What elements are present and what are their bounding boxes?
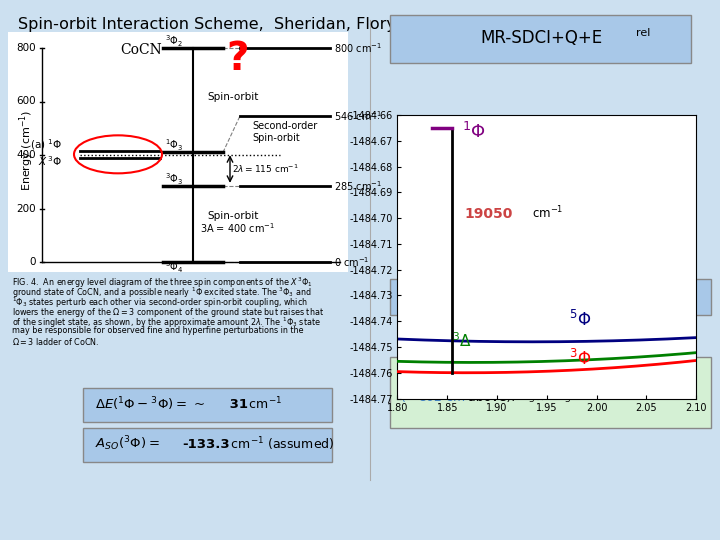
FancyBboxPatch shape (390, 357, 711, 428)
Text: $^3\Delta$: $^3\Delta$ (566, 369, 582, 386)
Text: above).: above). (464, 390, 516, 403)
Text: may be responsible for observed fine and hyperfine perturbations in the: may be responsible for observed fine and… (12, 326, 304, 335)
Text: ( ~: ( ~ (401, 390, 424, 403)
Text: Spin-orbit Interaction Scheme,  Sheridan, Flory, and Ziurys (2004): Spin-orbit Interaction Scheme, Sheridan,… (18, 17, 550, 32)
Text: $2\lambda = 115$ cm$^{-1}$: $2\lambda = 115$ cm$^{-1}$ (232, 163, 299, 176)
Text: $A_{SO}$: $A_{SO}$ (400, 288, 426, 304)
Text: 400: 400 (17, 150, 36, 160)
Text: 800 cm$^{-1}$: 800 cm$^{-1}$ (334, 41, 382, 55)
Text: of the singlet state, as shown, by the approximate amount $2\lambda$. The $^1\Ph: of the singlet state, as shown, by the a… (12, 316, 321, 330)
Text: -133.3: -133.3 (182, 437, 230, 450)
Text: cf.: cf. (502, 289, 518, 303)
FancyBboxPatch shape (83, 428, 332, 462)
Text: The perturber: The perturber (401, 370, 492, 383)
Text: $^3\Phi_2$: $^3\Phi_2$ (165, 33, 183, 49)
Text: could be the: could be the (494, 370, 576, 383)
Text: $A_{SO}(^3\Phi) = $: $A_{SO}(^3\Phi) = $ (95, 435, 160, 454)
Text: $^3\Phi_4$: $^3\Phi_4$ (165, 259, 184, 275)
Text: 546 cm$^{-1}$: 546 cm$^{-1}$ (334, 109, 382, 123)
Text: CoCN: CoCN (120, 43, 162, 57)
Text: ground state of CoCN, and a possible nearly $^1\Phi$ excited state. The $^3\Phi_: ground state of CoCN, and a possible nea… (12, 286, 312, 300)
Text: $X\,^3\Phi$: $X\,^3\Phi$ (38, 154, 62, 168)
Text: cm$^{-1}$: cm$^{-1}$ (532, 205, 563, 221)
Text: $^3\Phi_3$: $^3\Phi_3$ (505, 388, 536, 406)
FancyBboxPatch shape (390, 15, 691, 63)
Text: ?: ? (227, 40, 249, 78)
Text: $\leftrightarrow$: $\leftrightarrow$ (532, 390, 546, 403)
Text: 600: 600 (17, 97, 36, 106)
Text: 802 cm$^{-1}$: 802 cm$^{-1}$ (418, 389, 479, 406)
Text: Energy (cm$^{-1}$): Energy (cm$^{-1}$) (17, 110, 35, 191)
Text: -242: -242 (440, 288, 477, 303)
Text: MR-SDCI+Q+E: MR-SDCI+Q+E (480, 29, 602, 47)
Text: cm$^{-1}$: cm$^{-1}$ (245, 396, 282, 413)
Text: cm$^{-1}$ (assumed): cm$^{-1}$ (assumed) (227, 435, 335, 453)
Text: Spin-orbit: Spin-orbit (207, 92, 258, 102)
Text: (a) $^1\Phi$: (a) $^1\Phi$ (30, 138, 62, 152)
Text: Second-order: Second-order (252, 121, 318, 131)
Text: $^1\Phi$: $^1\Phi$ (482, 369, 499, 386)
Text: $^1\Phi$: $^1\Phi$ (462, 122, 486, 142)
Text: (: ( (497, 289, 503, 303)
Text: 200: 200 (17, 204, 36, 213)
Text: 3A = 400 cm$^{-1}$: 3A = 400 cm$^{-1}$ (200, 221, 275, 235)
Text: =: = (428, 289, 444, 303)
Text: $^3\Delta$: $^3\Delta$ (452, 331, 472, 350)
Text: 0 cm$^{-1}$: 0 cm$^{-1}$ (334, 255, 369, 269)
Text: ): ) (692, 289, 698, 303)
Text: $^1\Phi_3$ states perturb each other via second-order spin-orbit coupling, which: $^1\Phi_3$ states perturb each other via… (12, 296, 308, 310)
Text: state: state (582, 370, 613, 383)
Text: 19050: 19050 (464, 207, 513, 221)
Text: $^1\Phi_3$: $^1\Phi_3$ (165, 138, 184, 153)
Text: $\Delta E(^1\Phi - ^3\Phi) = $ ~: $\Delta E(^1\Phi - ^3\Phi) = $ ~ (95, 395, 204, 413)
Text: Spin-orbit: Spin-orbit (252, 133, 300, 143)
Text: $^3\Phi_3$: $^3\Phi_3$ (165, 171, 184, 186)
FancyBboxPatch shape (8, 32, 348, 272)
Text: cm$^{-1}$: cm$^{-1}$ (470, 288, 503, 305)
FancyBboxPatch shape (390, 279, 711, 315)
Text: 800: 800 (17, 43, 36, 53)
Text: Spin-orbit: Spin-orbit (207, 211, 258, 221)
FancyBboxPatch shape (83, 388, 332, 422)
Text: $\Omega=3$ ladder of CoCN.: $\Omega=3$ ladder of CoCN. (12, 336, 99, 347)
Text: $^3\Phi$: $^3\Phi$ (569, 349, 591, 369)
Text: 285 cm$^{-1}$: 285 cm$^{-1}$ (334, 179, 382, 193)
Text: 0: 0 (30, 257, 36, 267)
Text: CoH  -242.7 cm$^{-1}$: CoH -242.7 cm$^{-1}$ (519, 288, 636, 305)
Text: 31: 31 (225, 397, 248, 410)
Text: rel: rel (636, 28, 650, 38)
Text: $^5\Phi$: $^5\Phi$ (569, 310, 591, 330)
Text: FIG. 4.  An energy level diagram of the three spin components of the $X\,^3\Phi_: FIG. 4. An energy level diagram of the t… (12, 276, 313, 291)
Text: $^3\Delta_3$: $^3\Delta_3$ (550, 388, 572, 406)
Text: lowers the energy of the $\Omega=3$ component of the ground state but raises tha: lowers the energy of the $\Omega=3$ comp… (12, 306, 324, 319)
